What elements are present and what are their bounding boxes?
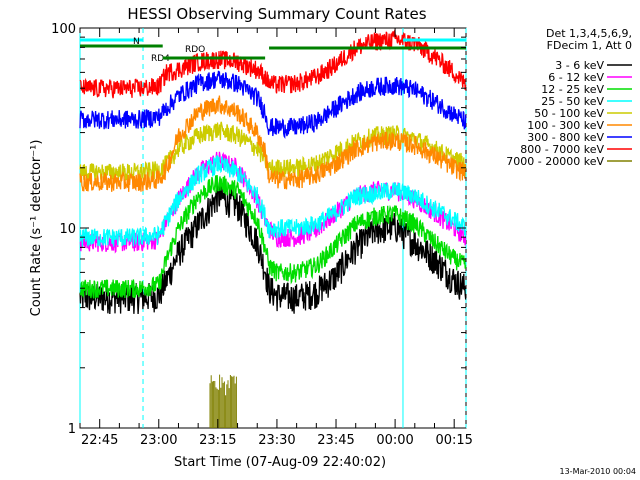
x-tick-label: 23:15 <box>199 433 236 448</box>
series-trace-3 <box>79 155 467 248</box>
legend-entry-label: 300 - 800 keV <box>527 131 604 144</box>
axes: 1 10 100 22:45 23:00 23:15 23:30 23:45 00:00 00:1… <box>51 22 473 448</box>
legend-header: Det 1,3,4,5,6,9, <box>546 27 632 40</box>
legend-entry-label: 50 - 100 keV <box>534 107 604 120</box>
legend-entry-label: 6 - 12 keV <box>548 71 604 84</box>
mode-bars: N RD4 RDO <box>80 37 466 64</box>
y-axis-label: Count Rate (s⁻¹ detector⁻¹) <box>29 140 44 317</box>
y-tick-label: 100 <box>51 22 76 37</box>
y-tick-label: 1 <box>68 422 76 437</box>
legend-entry-label: 800 - 7000 keV <box>520 143 604 156</box>
series-layer <box>79 28 467 428</box>
series-trace-7 <box>79 28 467 99</box>
series-trace-5 <box>79 95 467 192</box>
y-tick-label: 10 <box>59 222 76 237</box>
legend-entry-label: 25 - 50 keV <box>541 95 604 108</box>
x-tick-label: 23:00 <box>140 433 177 448</box>
x-tick-label: 00:15 <box>435 433 472 448</box>
legend-header: FDecim 1, Att 0 <box>547 39 632 52</box>
legend-entry-label: 7000 - 20000 keV <box>506 155 604 168</box>
legend-entry-label: 3 - 6 keV <box>555 59 604 72</box>
series-trace-6 <box>79 70 467 139</box>
x-tick-label: 22:45 <box>81 433 118 448</box>
rd4-label: RD4 <box>151 54 170 64</box>
rdo-label: RDO <box>185 45 205 55</box>
x-tick-label: 23:30 <box>258 433 295 448</box>
series-trace-8 <box>209 374 237 428</box>
legend-entry-label: 100 - 300 keV <box>527 119 604 132</box>
x-tick-label: 23:45 <box>317 433 354 448</box>
timestamp: 13-Mar-2010 00:04 <box>560 467 637 476</box>
series-trace-2 <box>79 174 467 299</box>
night-label: N <box>133 37 140 47</box>
legend: Det 1,3,4,5,6,9,FDecim 1, Att 0 3 - 6 keV… <box>506 27 632 168</box>
legend-entry-label: 12 - 25 keV <box>541 83 604 96</box>
x-axis-label: Start Time (07-Aug-09 22:40:02) <box>174 455 386 470</box>
chart-title: HESSI Observing Summary Count Rates <box>127 5 426 23</box>
x-tick-label: 00:00 <box>376 433 413 448</box>
